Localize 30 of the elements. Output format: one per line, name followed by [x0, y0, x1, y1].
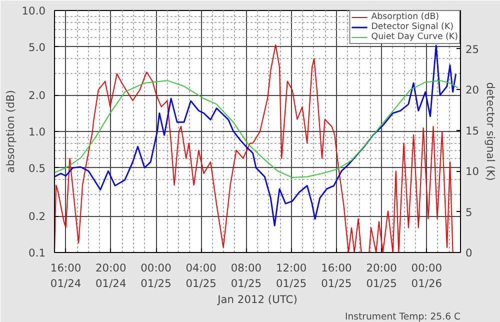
x-axis-title: Jan 2012 (UTC): [216, 293, 298, 306]
y-tick-label: 0.1: [28, 246, 46, 260]
legend-label: Detector Signal (K): [371, 22, 454, 32]
x-tick-label: 20:00 01/25: [366, 262, 398, 290]
y-tick-label: 1.0: [28, 126, 46, 138]
x-tick-label: 00:00 01/26: [411, 262, 442, 290]
y-tick-label: 0.5: [28, 162, 46, 175]
x-tick-label: 16:00 01/25: [321, 262, 352, 290]
y2-tick-label: 20: [466, 84, 480, 97]
y2-tick-label: 15: [466, 124, 480, 138]
y-tick-label: 2.0: [28, 89, 46, 102]
legend-label: Quiet Day Curve (K): [371, 32, 458, 42]
x-tick-label: 16:00 01/24: [50, 262, 82, 290]
y2-axis-title: detector signal (K): [484, 82, 498, 181]
text: Instrument Temp: 25.6 C: [344, 312, 461, 322]
x-tick-label: 08:00 01/25: [230, 262, 262, 290]
y-tick-label: 5.0: [28, 40, 46, 54]
x-tick-label: 00:00 01/25: [140, 262, 172, 290]
x-tick-label: 20:00 01/24: [96, 262, 126, 290]
line-series: [54, 80, 458, 178]
legend-label: Absorption (dB): [371, 12, 440, 22]
y2-tick-label: 10: [466, 165, 480, 178]
x-tick-label: 04:00 01/25: [186, 262, 217, 290]
y2-tick-label: 0: [466, 246, 472, 260]
y-tick-label: 10.0: [22, 4, 46, 18]
y-tick-label: 0.2: [28, 210, 46, 224]
y-axis-title: absorption (dB): [4, 90, 17, 173]
x-tick-label: 12:00 01/25: [276, 262, 307, 290]
y2-tick-label: 5: [466, 206, 472, 219]
y2-tick-label: 25: [466, 42, 480, 56]
